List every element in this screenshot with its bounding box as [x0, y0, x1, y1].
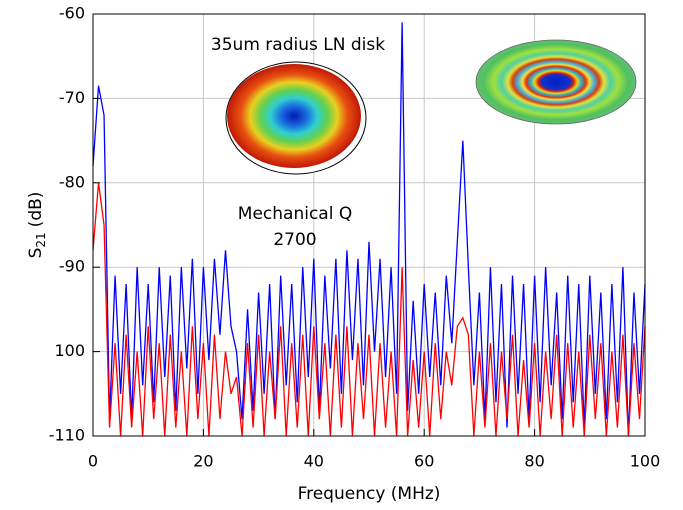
x-tick-label: 80	[524, 452, 544, 471]
annotation: Mechanical Q	[238, 204, 352, 224]
y-tick-label: -80	[59, 172, 85, 191]
series-line	[92, 22, 646, 437]
y-tick-label: -110	[49, 426, 85, 445]
plot-frame	[92, 13, 646, 437]
y-axis-symbol: S	[26, 248, 46, 259]
y-tick-label: -90	[59, 257, 85, 276]
annotation: 35um radius LN disk	[211, 35, 385, 55]
y-axis-unit: (dB)	[26, 192, 46, 228]
series-line	[92, 182, 646, 437]
x-axis-title: Frequency (MHz)	[298, 484, 441, 504]
y-tick-label: 100	[54, 341, 85, 360]
disk-image	[227, 64, 361, 168]
x-tick-label: 60	[414, 452, 434, 471]
x-tick-label: 20	[193, 452, 213, 471]
annotation: 2700	[273, 230, 316, 250]
y-tick-label: -70	[59, 88, 85, 107]
y-tick-label: -60	[59, 4, 85, 23]
y-axis-subscript: 21	[34, 232, 48, 247]
disk-image	[475, 39, 637, 125]
x-tick-label: 0	[88, 452, 98, 471]
y-axis-title: S21 (dB)	[26, 192, 48, 259]
x-tick-label: 100	[630, 452, 661, 471]
x-tick-label: 40	[304, 452, 324, 471]
